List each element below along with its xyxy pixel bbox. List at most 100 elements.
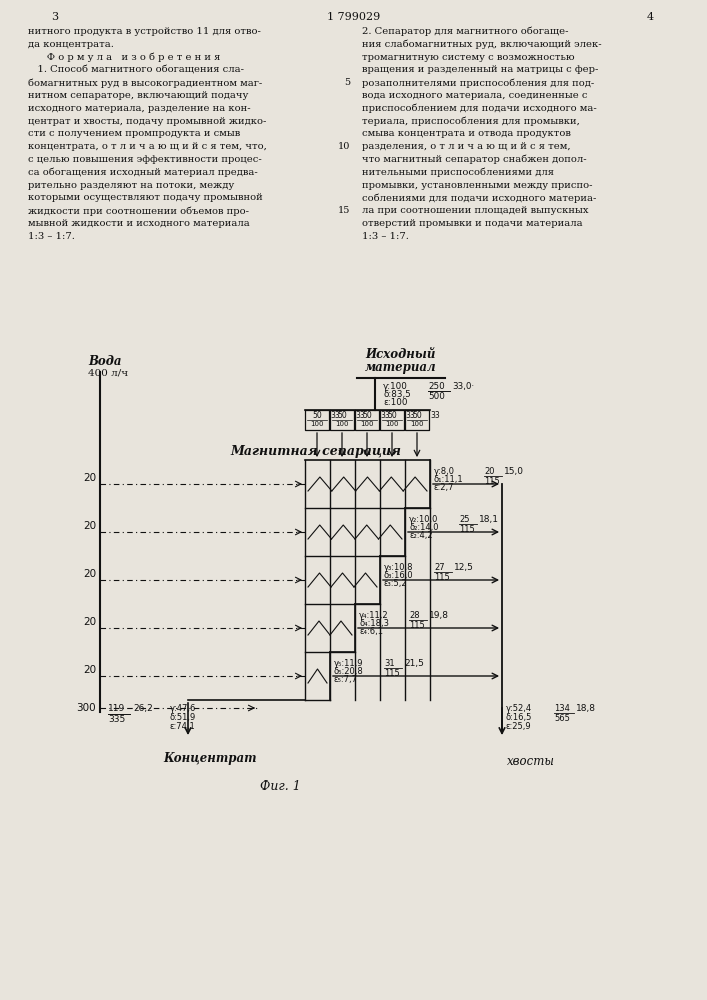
Text: δ₂:14,0: δ₂:14,0 xyxy=(409,523,438,532)
Text: 19,8: 19,8 xyxy=(429,611,449,620)
Text: концентрата, о т л и ч а ю щ и й с я тем, что,: концентрата, о т л и ч а ю щ и й с я тем… xyxy=(28,142,267,151)
Text: вода исходного материала, соединенные с: вода исходного материала, соединенные с xyxy=(362,91,588,100)
Text: δ:83,5: δ:83,5 xyxy=(383,390,411,399)
Text: 115: 115 xyxy=(484,477,500,486)
Text: хвосты: хвосты xyxy=(507,755,555,768)
Text: 3: 3 xyxy=(52,12,59,22)
Text: Концентрат: Концентрат xyxy=(163,752,257,765)
Text: 15: 15 xyxy=(338,206,350,215)
Text: γ:8,0: γ:8,0 xyxy=(434,467,455,476)
Text: 18,1: 18,1 xyxy=(479,515,499,524)
Text: 100: 100 xyxy=(335,421,349,427)
Text: Исходный: Исходный xyxy=(365,348,436,361)
Text: 50: 50 xyxy=(312,411,322,420)
Text: δ₅:20,8: δ₅:20,8 xyxy=(334,667,363,676)
Text: вращения и разделенный на матрицы с фер-: вращения и разделенный на матрицы с фер- xyxy=(362,65,598,74)
Text: 1 799029: 1 799029 xyxy=(327,12,380,22)
Text: 33: 33 xyxy=(380,411,390,420)
Text: что магнитный сепаратор снабжен допол-: что магнитный сепаратор снабжен допол- xyxy=(362,155,587,164)
Text: 335: 335 xyxy=(108,715,125,724)
Text: сти с получением промпродукта и смыв: сти с получением промпродукта и смыв xyxy=(28,129,240,138)
Text: приспособлением для подачи исходного ма-: приспособлением для подачи исходного ма- xyxy=(362,104,597,113)
Text: 2. Сепаратор для магнитного обогаще-: 2. Сепаратор для магнитного обогаще- xyxy=(362,27,568,36)
Text: 20: 20 xyxy=(83,473,96,483)
Text: отверстий промывки и подачи материала: отверстий промывки и подачи материала xyxy=(362,219,583,228)
Text: 100: 100 xyxy=(310,421,324,427)
Text: γ₃:10,8: γ₃:10,8 xyxy=(384,563,414,572)
Text: 20: 20 xyxy=(83,665,96,675)
Text: 25: 25 xyxy=(459,515,469,524)
Text: 100: 100 xyxy=(385,421,399,427)
Text: 20: 20 xyxy=(83,617,96,627)
Text: 400 л/ч: 400 л/ч xyxy=(88,368,128,377)
Text: 119: 119 xyxy=(108,704,125,713)
Text: 33: 33 xyxy=(405,411,415,420)
Text: 115: 115 xyxy=(434,573,450,582)
Text: δ:51,9: δ:51,9 xyxy=(170,713,197,722)
Text: 18,8: 18,8 xyxy=(576,704,596,713)
Text: ε:74,1: ε:74,1 xyxy=(170,722,196,731)
Text: 50: 50 xyxy=(412,411,422,420)
Text: ε₂:4,2: ε₂:4,2 xyxy=(409,531,433,540)
Text: 21,5: 21,5 xyxy=(404,659,424,668)
Text: Вода: Вода xyxy=(88,355,122,368)
Text: 50: 50 xyxy=(387,411,397,420)
Text: 12,5: 12,5 xyxy=(454,563,474,572)
Text: смыва концентрата и отвода продуктов: смыва концентрата и отвода продуктов xyxy=(362,129,571,138)
Text: нитном сепараторе, включающий подачу: нитном сепараторе, включающий подачу xyxy=(28,91,248,100)
Text: 134: 134 xyxy=(554,704,570,713)
Text: 15,0: 15,0 xyxy=(504,467,524,476)
Text: 27: 27 xyxy=(434,563,445,572)
Text: 26,2: 26,2 xyxy=(133,704,153,713)
Text: 100: 100 xyxy=(361,421,374,427)
Text: ε₅:7,7: ε₅:7,7 xyxy=(334,675,358,684)
Text: с целью повышения эффективности процес-: с целью повышения эффективности процес- xyxy=(28,155,262,164)
Text: да концентрата.: да концентрата. xyxy=(28,40,114,49)
Text: 115: 115 xyxy=(409,621,425,630)
Text: 1:3 – 1:7.: 1:3 – 1:7. xyxy=(28,232,75,241)
Text: 1:3 – 1:7.: 1:3 – 1:7. xyxy=(362,232,409,241)
Text: 50: 50 xyxy=(362,411,372,420)
Text: δ₁:11,1: δ₁:11,1 xyxy=(434,475,464,484)
Text: Ф о р м у л а   и з о б р е т е н и я: Ф о р м у л а и з о б р е т е н и я xyxy=(28,53,221,62)
Text: 20: 20 xyxy=(83,521,96,531)
Text: γ:52,4: γ:52,4 xyxy=(506,704,532,713)
Text: тромагнитную систему с возможностью: тромагнитную систему с возможностью xyxy=(362,53,575,62)
Text: бомагнитных руд в высокоградиентном маг-: бомагнитных руд в высокоградиентном маг- xyxy=(28,78,262,88)
Text: 300: 300 xyxy=(76,703,96,713)
Text: ε:2,7: ε:2,7 xyxy=(434,483,455,492)
Text: нительными приспособлениями для: нительными приспособлениями для xyxy=(362,168,554,177)
Text: 31: 31 xyxy=(384,659,395,668)
Text: ла при соотношении площадей выпускных: ла при соотношении площадей выпускных xyxy=(362,206,588,215)
Text: γ₅:11,9: γ₅:11,9 xyxy=(334,659,363,668)
Text: δ:16,5: δ:16,5 xyxy=(506,713,532,722)
Text: разделения, о т л и ч а ю щ и й с я тем,: разделения, о т л и ч а ю щ и й с я тем, xyxy=(362,142,571,151)
Text: 565: 565 xyxy=(554,714,570,723)
Text: γ:100: γ:100 xyxy=(383,382,408,391)
Text: рительно разделяют на потоки, между: рительно разделяют на потоки, между xyxy=(28,181,234,190)
Text: 100: 100 xyxy=(410,421,423,427)
Text: δ₃:16,0: δ₃:16,0 xyxy=(384,571,414,580)
Text: 4: 4 xyxy=(646,12,653,22)
Text: материал: материал xyxy=(365,361,437,374)
Text: мывной жидкости и исходного материала: мывной жидкости и исходного материала xyxy=(28,219,250,228)
Text: Фиг. 1: Фиг. 1 xyxy=(260,780,300,793)
Text: са обогащения исходный материал предва-: са обогащения исходный материал предва- xyxy=(28,168,258,177)
Text: ε:25,9: ε:25,9 xyxy=(506,722,532,731)
Text: промывки, установленными между приспо-: промывки, установленными между приспо- xyxy=(362,181,592,190)
Text: териала, приспособления для промывки,: териала, приспособления для промывки, xyxy=(362,117,580,126)
Text: жидкости при соотношении объемов про-: жидкости при соотношении объемов про- xyxy=(28,206,249,216)
Text: которыми осуществляют подачу промывной: которыми осуществляют подачу промывной xyxy=(28,193,263,202)
Text: 500: 500 xyxy=(428,392,445,401)
Text: розаполнителями приспособления для под-: розаполнителями приспособления для под- xyxy=(362,78,595,88)
Text: ε:100: ε:100 xyxy=(383,398,407,407)
Text: 250: 250 xyxy=(428,382,445,391)
Text: 33: 33 xyxy=(330,411,340,420)
Text: соблениями для подачи исходного материа-: соблениями для подачи исходного материа- xyxy=(362,193,597,203)
Text: 115: 115 xyxy=(384,669,399,678)
Text: δ₄:18,3: δ₄:18,3 xyxy=(359,619,389,628)
Text: 50: 50 xyxy=(337,411,347,420)
Text: 20: 20 xyxy=(83,569,96,579)
Text: γ₂:10,0: γ₂:10,0 xyxy=(409,515,438,524)
Text: γ:47,6: γ:47,6 xyxy=(170,704,197,713)
